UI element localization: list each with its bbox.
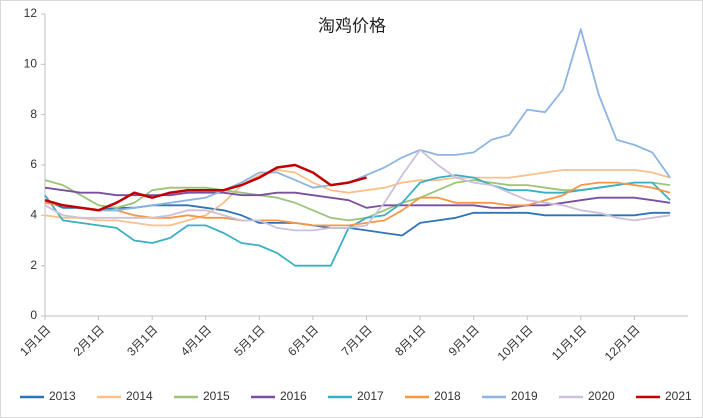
y-tick-label: 10 bbox=[24, 57, 38, 71]
y-tick-label: 4 bbox=[30, 208, 37, 222]
y-tick-label: 6 bbox=[30, 157, 37, 171]
series-line bbox=[44, 186, 671, 209]
legend-label: 2021 bbox=[665, 389, 692, 403]
chart-title: 淘鸡价格 bbox=[318, 16, 386, 35]
legend-label: 2016 bbox=[280, 389, 307, 403]
legend-label: 2019 bbox=[511, 389, 538, 403]
series-line bbox=[44, 179, 671, 222]
legend-label: 2014 bbox=[126, 389, 153, 403]
y-tick-label: 8 bbox=[30, 107, 37, 121]
series-line bbox=[44, 174, 671, 267]
series-line bbox=[44, 169, 671, 227]
series-line bbox=[44, 149, 671, 232]
legend-label: 2013 bbox=[49, 389, 76, 403]
legend-label: 2015 bbox=[203, 389, 230, 403]
series-line bbox=[44, 163, 367, 212]
y-tick-label: 2 bbox=[30, 258, 37, 272]
legend-label: 2017 bbox=[357, 389, 384, 403]
y-tick-label: 0 bbox=[30, 308, 37, 322]
legend-label: 2018 bbox=[434, 389, 461, 403]
y-tick-label: 12 bbox=[24, 6, 38, 20]
legend-label: 2020 bbox=[588, 389, 615, 403]
